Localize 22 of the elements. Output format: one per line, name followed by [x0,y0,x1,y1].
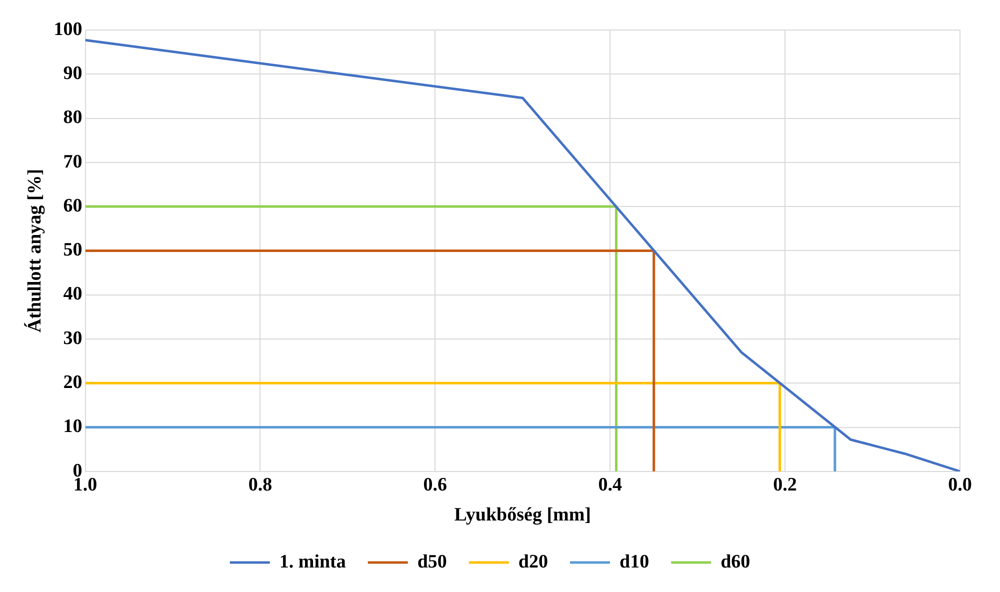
y-tick-label: 40 [63,284,82,305]
y-tick-label: 60 [63,195,82,216]
x-tick-label: 0.6 [423,474,448,496]
y-tick-label: 30 [63,328,82,349]
legend-label: 1. minta [279,551,346,572]
y-tick-label: 80 [63,107,82,128]
y-tick-label: 10 [63,416,82,438]
y-tick-label: 90 [63,63,82,84]
x-tick-label: 0.2 [773,474,797,496]
legend-label: d60 [720,551,750,572]
x-axis-title: Lyukbőség [mm] [454,504,592,526]
x-tick-label: 0.4 [598,474,622,496]
y-tick-label: 50 [63,240,82,261]
legend-label: d20 [518,551,548,572]
y-tick-label: 100 [54,18,82,40]
y-tick-label: 20 [63,372,82,394]
y-axis-title: Áthullott anyag [%] [23,168,46,333]
legend-label: d10 [620,551,650,572]
y-tick-label: 70 [63,151,82,172]
x-tick-label: 0.0 [948,474,972,496]
legend-label: d50 [417,551,447,572]
x-tick-label: 0.8 [248,474,272,496]
